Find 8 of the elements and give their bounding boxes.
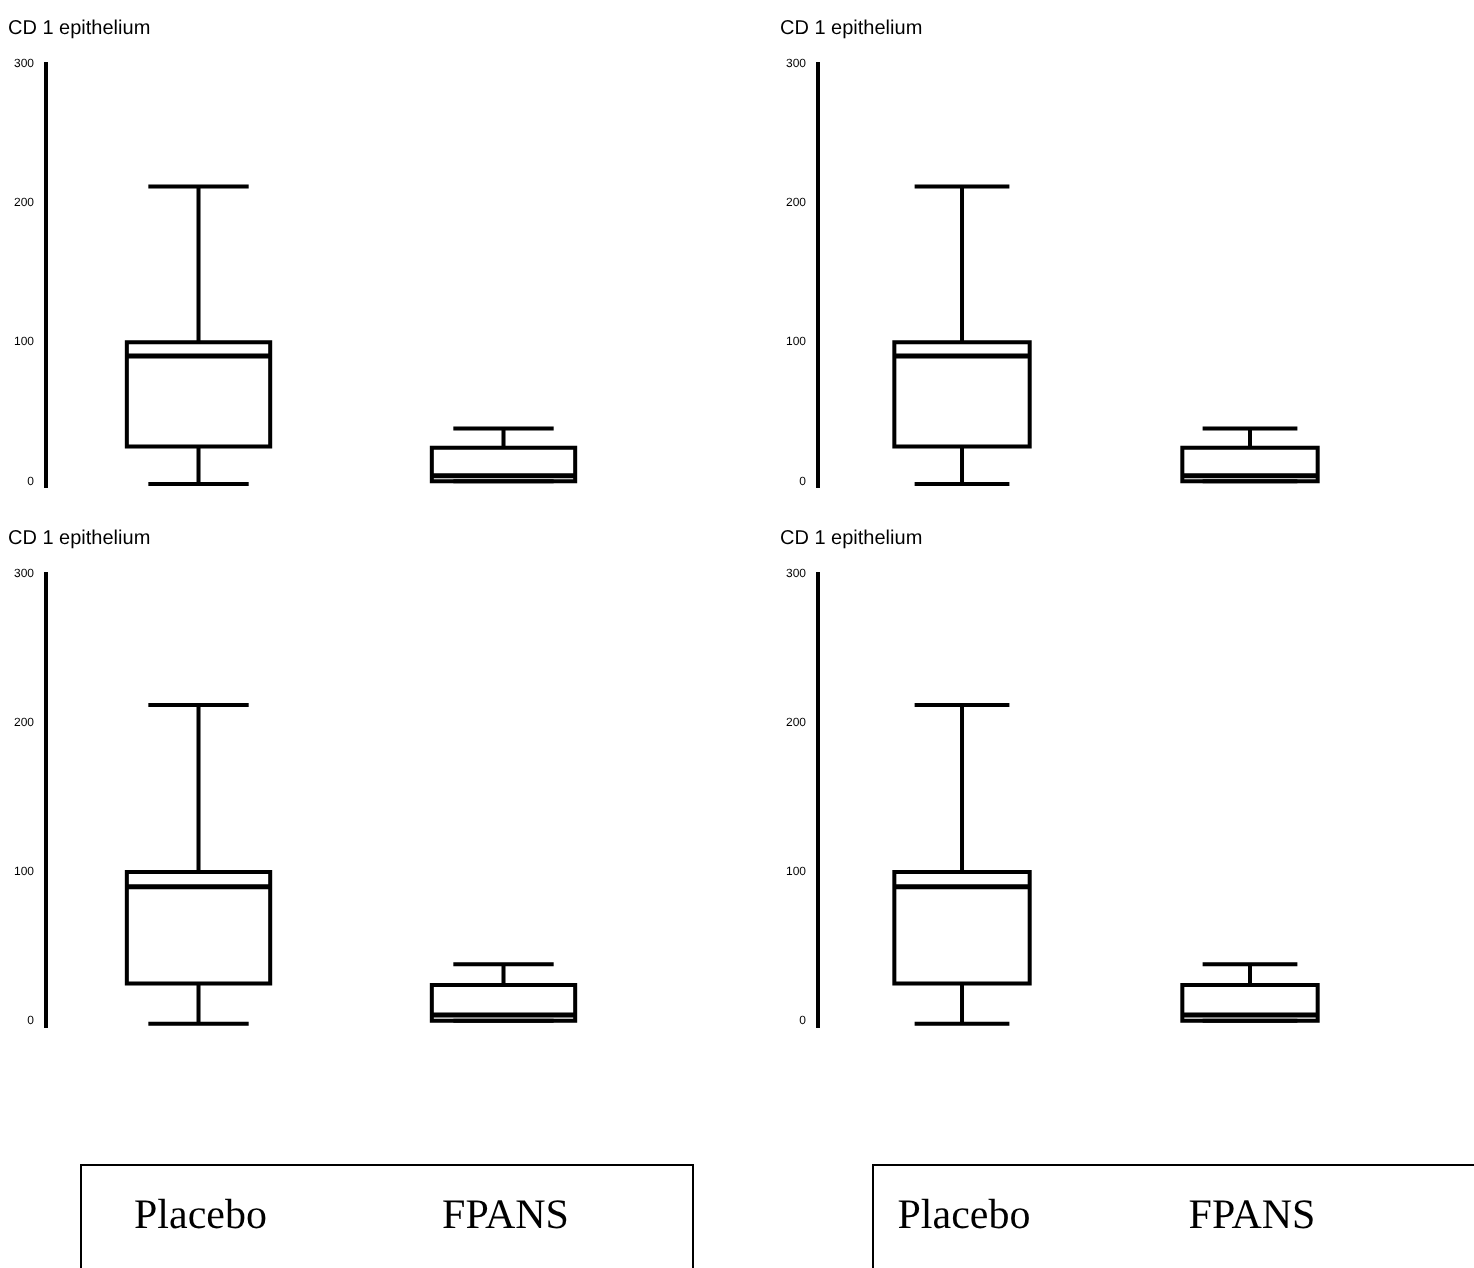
x-tick-label: Placebo [897, 1190, 1031, 1240]
chart-title: CD 1 epithelium [8, 17, 151, 40]
chart-title: CD 1 epithelium [8, 527, 151, 550]
x-tick-label: FPANS [442, 1190, 569, 1240]
x-tick-label: Placebo [134, 1190, 267, 1240]
chart-title: CD 1 epithelium [780, 17, 923, 40]
x-tick-label: FPANS [1188, 1190, 1316, 1240]
chart-title: CD 1 epithelium [780, 527, 923, 550]
